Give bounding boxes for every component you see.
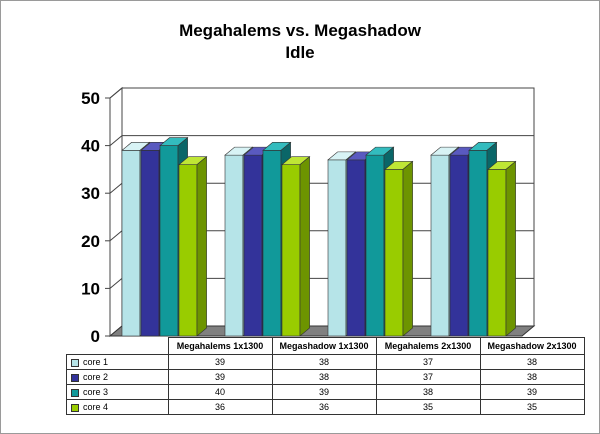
bar [487,169,507,337]
y-tick-label: 50 [81,89,100,108]
table-cell-value: 36 [271,399,377,415]
table-cell-value: 38 [479,369,585,385]
table-cell-value: 39 [167,354,273,370]
table-cell-value: 38 [375,384,481,400]
bar-side [505,160,516,337]
table-cell-value: 39 [271,384,377,400]
series-legend-cell: core 4 [66,399,169,415]
bar [468,150,488,337]
table-cell-value: 39 [479,384,585,400]
category-label: Megahalems 1x1300 [167,337,273,355]
series-name: core 2 [83,372,109,382]
table-corner [67,338,169,355]
table-cell-value: 39 [167,369,273,385]
table-row: core 1 39 38 37 38 [66,354,585,370]
gridline [109,135,534,146]
y-tick-label: 40 [81,137,100,156]
plot-side-wall [109,86,123,338]
chart-title-line-2: Idle [285,43,315,62]
bar [159,145,179,337]
bar [121,150,141,337]
y-tick-label: 20 [81,232,100,251]
series-name: core 1 [83,357,109,367]
legend-swatch [71,388,79,397]
category-label: Megahalems 2x1300 [375,337,481,355]
bar [178,164,198,337]
table-row: core 3 40 39 38 39 [66,384,585,400]
bar-side [402,160,413,337]
table-row: core 2 39 38 37 38 [66,369,585,385]
category-label: Megashadow 1x1300 [271,337,377,355]
table-header-row: Megahalems 1x1300 Megashadow 1x1300 Mega… [67,337,585,355]
bar [430,154,450,337]
bar [243,154,263,337]
series-legend-cell: core 3 [66,384,169,400]
bar-side [299,155,310,337]
legend-swatch [71,403,79,412]
y-tick-label: 10 [81,279,100,298]
table-cell-value: 38 [271,369,377,385]
series-legend-cell: core 1 [66,354,169,370]
table-cell-value: 40 [167,384,273,400]
table-cell-value: 35 [479,399,585,415]
bar [281,164,301,337]
bar [365,154,385,337]
bar [449,154,469,337]
legend-swatch [71,373,79,382]
table-cell-value: 36 [167,399,273,415]
bar [224,154,244,337]
bar [384,169,404,337]
plot-floor [108,325,536,337]
table-row: core 4 36 36 35 35 [66,399,585,415]
y-tick-label: 30 [81,184,100,203]
series-name: core 4 [83,402,109,412]
table-cell-value: 37 [375,369,481,385]
table-cell-value: 35 [375,399,481,415]
table-cell-value: 37 [375,354,481,370]
category-label: Megashadow 2x1300 [479,337,585,355]
legend-swatch [71,358,79,367]
chart-title: Megahalems vs. Megashadow Idle [0,20,600,64]
gridline [109,87,534,99]
bar [140,150,160,337]
bar-side [196,155,207,337]
table-cell-value: 38 [271,354,377,370]
series-name: core 3 [83,387,109,397]
chart-title-line-1: Megahalems vs. Megashadow [179,21,421,40]
data-table: Megahalems 1x1300 Megashadow 1x1300 Mega… [66,337,585,415]
bar [327,159,347,337]
table-cell-value: 38 [479,354,585,370]
series-legend-cell: core 2 [66,369,169,385]
bar [262,150,282,337]
bar [346,159,366,337]
y-tick-label: 0 [91,327,100,346]
